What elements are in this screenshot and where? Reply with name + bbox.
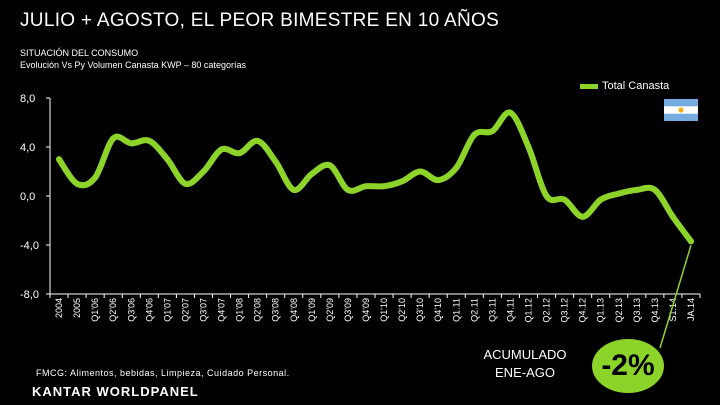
x-tick-label: Q1'06 — [90, 298, 100, 322]
accumulated-badge: -2% — [592, 339, 664, 393]
x-tick-label: Q4.11 — [505, 298, 515, 322]
x-tick-label: Q3'09 — [343, 298, 353, 322]
x-tick-label: 2005 — [72, 298, 82, 318]
x-tick-label: Q3'10 — [415, 298, 425, 322]
y-tick-label: -4,0 — [20, 240, 39, 252]
data-point — [308, 170, 315, 177]
x-tick-label: Q3'07 — [198, 298, 208, 322]
legend-swatch — [580, 83, 598, 89]
argentina-flag-icon — [664, 99, 698, 121]
x-tick-label: Q3.11 — [487, 298, 497, 322]
x-tick-label: Q2'08 — [253, 298, 263, 322]
series-line-total-canasta — [56, 109, 694, 245]
x-tick-label: Q3'06 — [126, 298, 136, 322]
x-tick-label: Q1.12 — [523, 298, 533, 323]
data-point — [110, 135, 117, 142]
x-tick-label: Q4'10 — [433, 298, 443, 322]
data-point — [92, 174, 99, 181]
data-point — [164, 156, 171, 163]
data-point — [399, 178, 406, 185]
data-point — [453, 164, 460, 171]
page-title: JULIO + AGOSTO, EL PEOR BIMESTRE EN 10 A… — [20, 10, 500, 31]
data-point — [381, 183, 388, 190]
x-tick-label: Q1'07 — [162, 298, 172, 322]
x-tick-label: Q2'10 — [397, 298, 407, 322]
data-point — [615, 190, 622, 197]
accumulated-line2: ENE-AGO — [495, 365, 555, 380]
x-tick-label: Q1.13 — [596, 298, 606, 323]
brand-logo: KANTAR WORLDPANEL — [32, 384, 199, 399]
data-point — [417, 168, 424, 175]
data-point — [272, 158, 279, 165]
chart-legend: Total Canasta — [580, 80, 669, 92]
data-point — [326, 162, 333, 169]
x-tick-label: Q2.11 — [469, 298, 479, 322]
x-tick-label: Q1'08 — [235, 298, 245, 322]
x-tick-label: Q2'06 — [108, 298, 118, 322]
data-point — [200, 168, 207, 175]
chart-subtitle: SITUACIÓN DEL CONSUMO — [20, 48, 139, 58]
data-point — [651, 186, 658, 193]
accumulated-label: ACUMULADO ENE-AGO — [470, 346, 580, 382]
data-point — [254, 137, 261, 144]
data-point — [236, 150, 243, 157]
accumulated-line1: ACUMULADO — [483, 347, 567, 362]
data-point — [362, 183, 369, 190]
footnote: FMCG: Alimentos, bebidas, Limpieza, Cuid… — [36, 368, 290, 378]
chart-description: Evolución Vs Py Volumen Canasta KWP – 80… — [20, 60, 246, 70]
data-point — [597, 196, 604, 203]
accumulated-value: -2% — [601, 349, 655, 382]
data-point — [507, 109, 514, 116]
data-point — [344, 186, 351, 193]
data-point — [146, 137, 153, 144]
data-point — [543, 193, 550, 199]
data-point — [128, 140, 135, 147]
y-tick-label: -8,0 — [20, 289, 39, 301]
x-tick-label: 2004 — [54, 298, 64, 318]
y-tick-label: 0,0 — [20, 191, 35, 203]
x-tick-label: Q4'09 — [361, 298, 371, 322]
data-point — [525, 144, 532, 150]
data-point — [435, 177, 442, 184]
callout-line — [659, 245, 692, 349]
data-point — [182, 180, 189, 187]
data-point — [687, 238, 694, 245]
data-point — [471, 131, 478, 138]
data-point — [290, 186, 297, 193]
x-tick-label: Q4'08 — [289, 298, 299, 322]
x-tick-label: Q1'10 — [379, 298, 389, 322]
data-point — [669, 213, 676, 220]
data-point — [56, 156, 63, 163]
x-tick-label: Q2.13 — [614, 298, 624, 323]
data-point — [633, 186, 640, 193]
y-tick-label: 8,0 — [20, 93, 35, 105]
x-tick-label: Q2.12 — [542, 298, 552, 323]
data-point — [579, 213, 586, 220]
x-tick-label: Q4'07 — [217, 298, 227, 322]
x-tick-label: Q4.12 — [578, 298, 588, 323]
data-point — [561, 196, 568, 203]
data-point — [489, 128, 496, 135]
x-tick-label: Q1'09 — [307, 298, 317, 322]
x-tick-label: Q2'07 — [180, 298, 190, 322]
y-tick-label: 4,0 — [20, 142, 35, 154]
data-point — [218, 146, 225, 153]
x-tick-label: Q3'08 — [271, 298, 281, 322]
legend-label: Total Canasta — [602, 80, 670, 92]
x-tick-label: JA.14 — [686, 298, 696, 321]
x-tick-label: Q4.13 — [650, 298, 660, 323]
x-tick-label: Q4'06 — [144, 298, 154, 322]
data-point — [74, 180, 81, 187]
x-tick-label: Q3.12 — [560, 298, 570, 323]
x-tick-label: Q1.11 — [451, 298, 461, 322]
x-tick-label: S1.14 — [668, 298, 678, 322]
x-tick-label: Q3.13 — [632, 298, 642, 323]
x-tick-label: Q2'09 — [325, 298, 335, 322]
